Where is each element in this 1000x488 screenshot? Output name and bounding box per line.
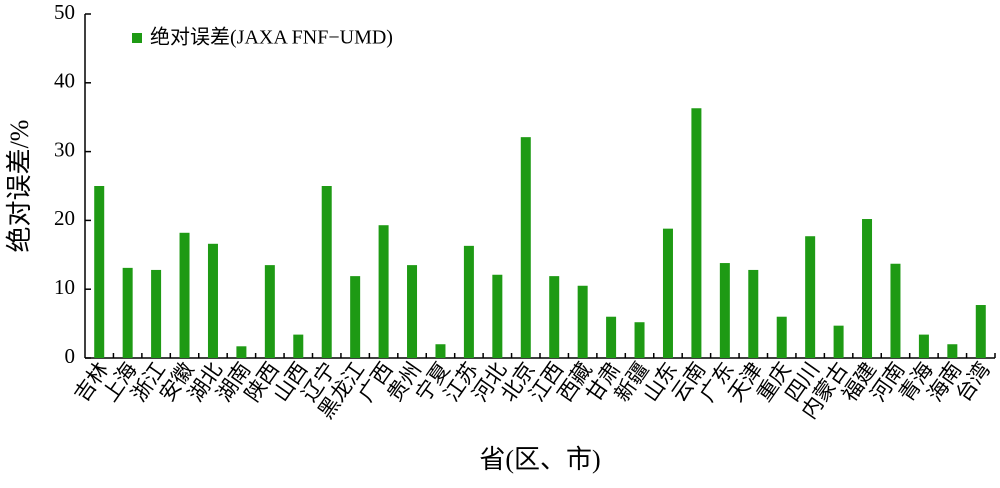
bar — [577, 285, 588, 358]
bar — [862, 219, 873, 358]
bar — [207, 243, 218, 358]
bar — [350, 276, 361, 358]
legend-swatch — [132, 33, 142, 43]
bar — [407, 265, 418, 358]
x-axis-label: 省(区、市) — [479, 445, 600, 474]
bar — [549, 276, 560, 358]
bar — [520, 137, 531, 358]
x-tick-label: 台湾 — [951, 358, 995, 406]
bar — [122, 267, 133, 358]
bar — [805, 236, 816, 358]
bar — [435, 344, 446, 358]
bar — [179, 232, 190, 358]
bar — [975, 305, 986, 358]
bar — [463, 245, 474, 358]
y-tick-label: 40 — [54, 69, 75, 93]
legend-label: 绝对误差(JAXA FNF−UMD) — [150, 26, 393, 49]
bar — [890, 263, 901, 358]
bar — [94, 186, 105, 358]
bar — [719, 263, 730, 358]
y-tick-label: 10 — [54, 275, 75, 299]
bar — [264, 265, 275, 358]
bar — [947, 344, 958, 358]
bar — [492, 274, 503, 358]
bar — [236, 346, 247, 358]
bar — [776, 316, 787, 358]
y-tick-label: 30 — [54, 137, 75, 161]
y-tick-label: 50 — [54, 0, 75, 24]
bar — [691, 108, 702, 358]
y-tick-label: 0 — [65, 344, 76, 368]
bar — [833, 325, 844, 358]
y-tick-label: 20 — [54, 206, 75, 230]
bar — [321, 186, 332, 358]
bar — [918, 334, 929, 358]
y-axis-label: 绝对误差/% — [5, 120, 34, 253]
bar — [634, 322, 645, 358]
bar — [662, 228, 673, 358]
bar — [378, 225, 389, 358]
bar — [151, 269, 162, 358]
bar — [748, 269, 759, 358]
bar — [293, 334, 304, 358]
bar — [606, 316, 617, 358]
